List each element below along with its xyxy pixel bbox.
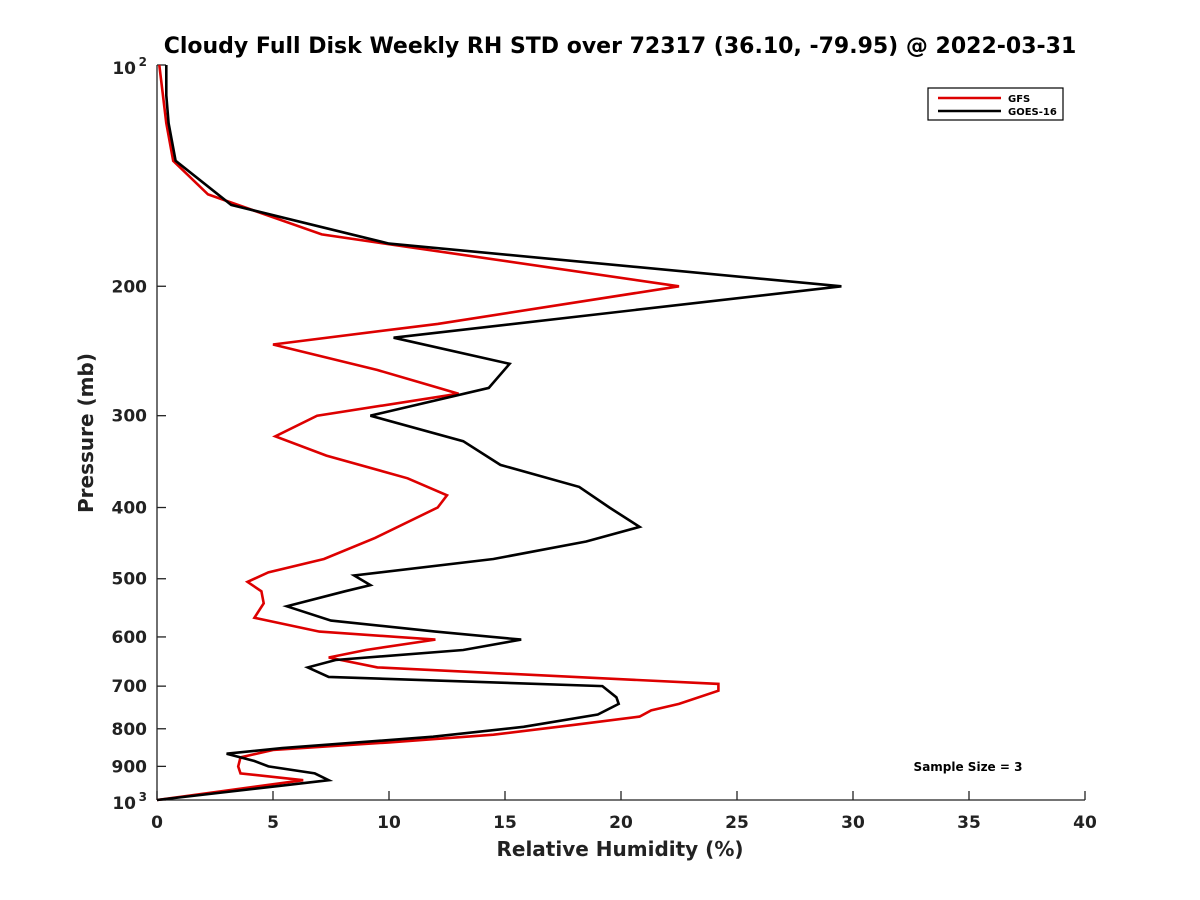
y-tick-label: 500 [112, 570, 148, 590]
y-tick-label: 300 [112, 407, 148, 427]
legend: GFS GOES-16 [927, 87, 1064, 121]
y-tick-label: 700 [112, 677, 148, 697]
x-tick-label: 0 [151, 813, 163, 833]
y-axis-label: Pressure (mb) [74, 353, 98, 513]
legend-label: GOES-16 [1008, 107, 1057, 118]
x-tick-label: 30 [841, 813, 865, 833]
x-axis-label: Relative Humidity (%) [496, 837, 743, 861]
legend-label: GFS [1008, 94, 1030, 105]
sample-size-annotation: Sample Size = 3 [914, 760, 1023, 774]
series-layer [156, 64, 842, 802]
y-tick-label: 800 [112, 720, 148, 740]
y-tick-label-exponent: 3 [139, 790, 147, 804]
series-line-gfs [156, 64, 720, 802]
y-tick-label: 200 [112, 277, 148, 297]
x-tick-label: 40 [1073, 813, 1097, 833]
x-tick-label: 20 [609, 813, 633, 833]
x-tick-label: 5 [267, 813, 279, 833]
series-line-goes-16 [156, 65, 842, 802]
x-tick-label: 35 [957, 813, 981, 833]
x-tick-label: 10 [377, 813, 401, 833]
chart-title: Cloudy Full Disk Weekly RH STD over 7231… [164, 34, 1077, 59]
y-tick-label: 400 [112, 499, 148, 519]
x-tick-label: 15 [493, 813, 517, 833]
x-axis: 0 5 10 15 20 25 30 35 40 [151, 791, 1097, 833]
legend-box [927, 87, 1064, 121]
y-tick-label-base: 10 [112, 59, 136, 79]
y-tick-label: 600 [112, 628, 148, 648]
y-tick-label: 900 [112, 757, 148, 777]
y-tick-label-base: 10 [112, 794, 136, 814]
x-tick-label: 25 [725, 813, 749, 833]
y-tick-label-exponent: 2 [139, 55, 147, 69]
